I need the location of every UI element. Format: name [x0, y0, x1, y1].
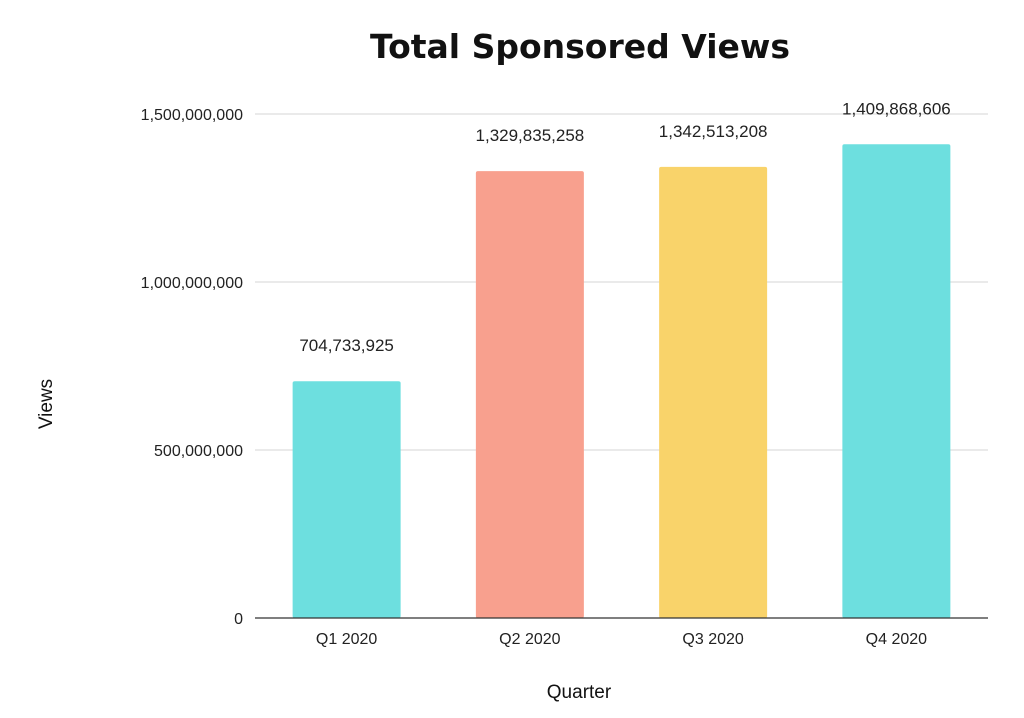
y-tick-label: 500,000,000 [154, 443, 243, 460]
x-axis-title: Quarter [547, 682, 612, 703]
y-tick-label: 1,000,000,000 [141, 275, 243, 292]
y-tick-label: 1,500,000,000 [141, 107, 243, 124]
x-tick-label: Q3 2020 [682, 631, 743, 648]
x-tick-label: Q4 2020 [866, 631, 927, 648]
bar-value-label: 1,329,835,258 [476, 126, 585, 145]
bar-value-label: 704,733,925 [299, 336, 394, 355]
bars [292, 144, 951, 618]
x-tick-label: Q1 2020 [316, 631, 377, 648]
bar-value-label: 1,409,868,606 [842, 99, 951, 118]
y-axis-title: Views [36, 379, 57, 429]
y-axis: 0 500,000,000 1,000,000,000 1,500,000,000 [141, 107, 243, 628]
chart-title: Total Sponsored Views [370, 27, 790, 66]
bar [292, 381, 401, 618]
data-labels: 704,733,925 1,329,835,258 1,342,513,208 1,4… [299, 99, 950, 355]
bar-value-label: 1,342,513,208 [659, 122, 768, 141]
x-axis: Q1 2020 Q2 2020 Q3 2020 Q4 2020 [316, 631, 927, 648]
x-tick-label: Q2 2020 [499, 631, 560, 648]
bar [842, 144, 951, 618]
bar [659, 166, 768, 618]
y-tick-label: 0 [234, 611, 243, 628]
bar [475, 171, 584, 618]
